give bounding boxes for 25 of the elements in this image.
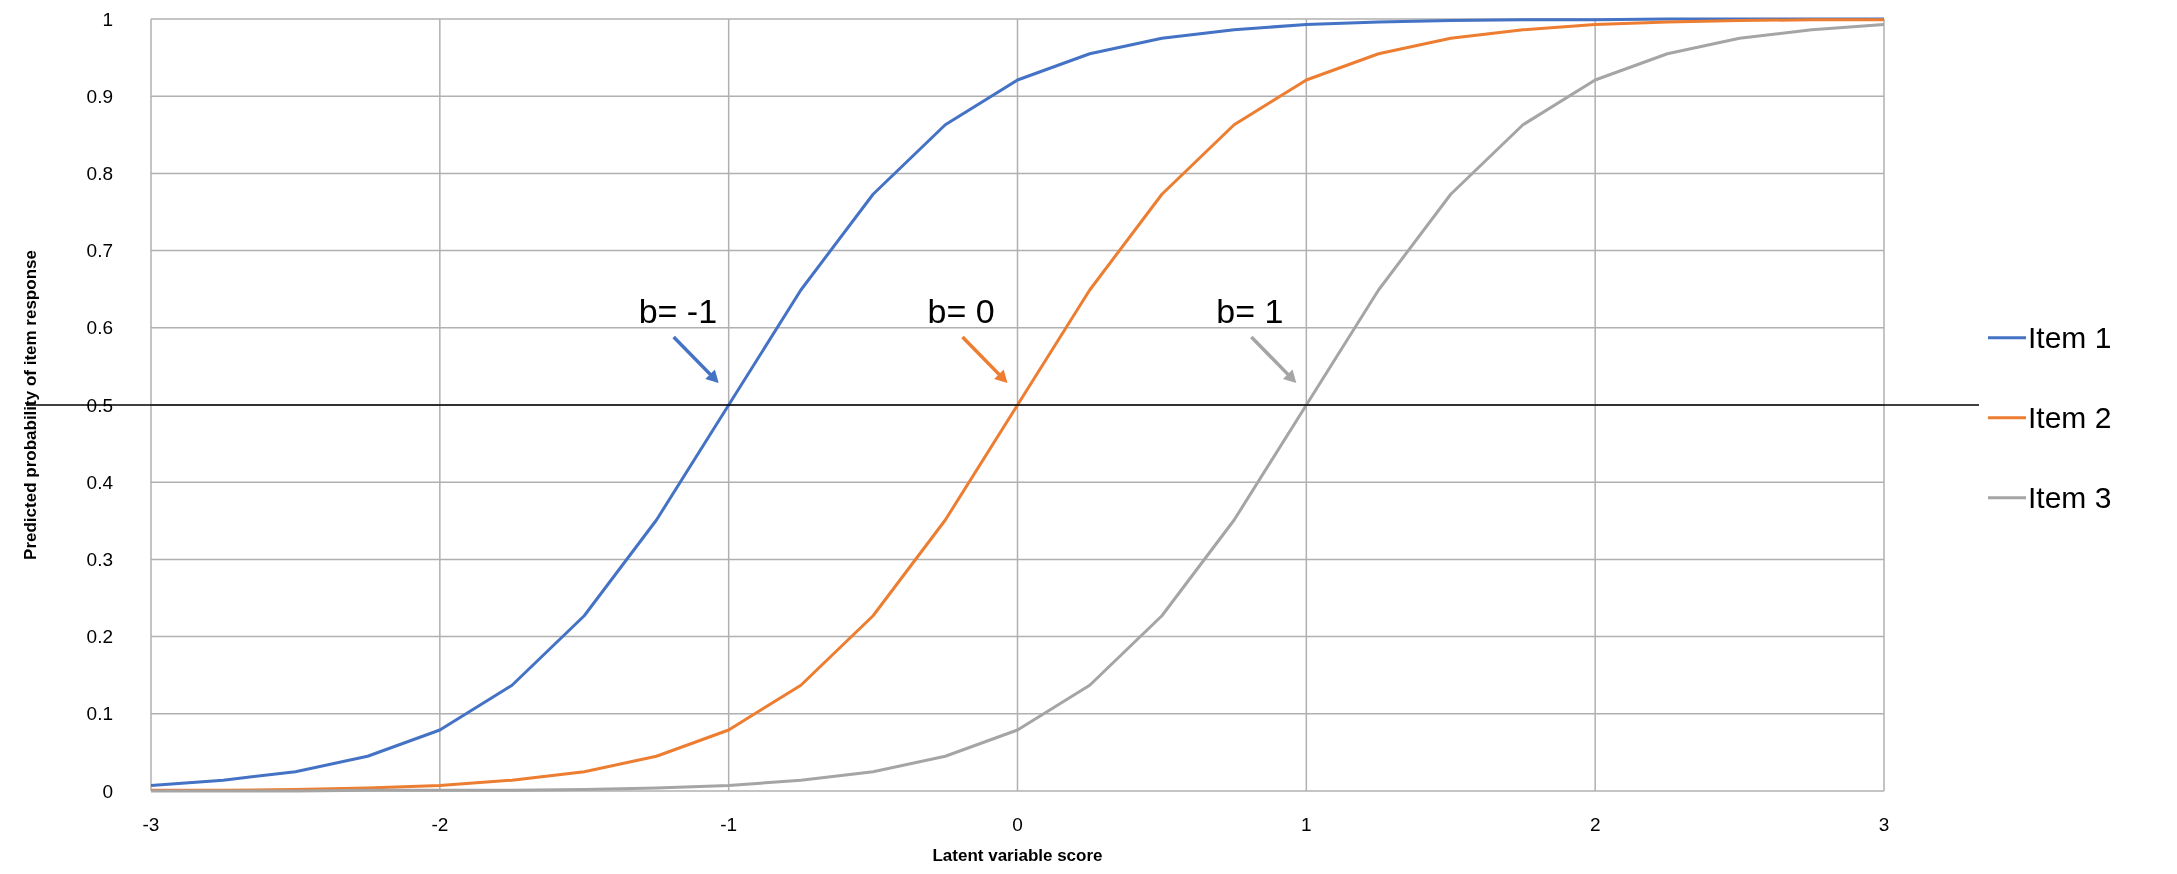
y-tick-label: 0.2 xyxy=(86,626,113,648)
x-tick-label: -2 xyxy=(431,814,449,835)
y-tick-label: 0.4 xyxy=(86,471,114,493)
x-tick-label: 2 xyxy=(1589,814,1601,835)
y-tick-label: 0.6 xyxy=(86,317,113,339)
legend-label: Item 1 xyxy=(2028,321,2112,355)
y-tick-label: 0.9 xyxy=(86,85,113,107)
y-tick-label: 1 xyxy=(102,8,113,30)
y-tick-label: 0.8 xyxy=(86,163,113,185)
y-tick-label: 0.1 xyxy=(86,703,113,725)
legend-label: Item 3 xyxy=(2028,481,2112,515)
y-axis-title: Predicted probability of item response xyxy=(21,250,40,560)
x-tick-label: 1 xyxy=(1301,814,1312,835)
x-tick-label: -1 xyxy=(720,814,738,835)
annotation: b= 1 xyxy=(1216,292,1284,330)
y-tick-label: 0.7 xyxy=(86,240,113,262)
x-tick-label: -3 xyxy=(142,814,160,835)
annotation: b= -1 xyxy=(638,292,718,330)
x-tick-label: 0 xyxy=(1012,814,1023,835)
x-axis-title: Latent variable score xyxy=(932,846,1103,865)
y-tick-label: 0 xyxy=(102,780,113,802)
y-tick-label: 0.3 xyxy=(86,549,113,571)
legend-label: Item 2 xyxy=(2028,401,2112,435)
x-tick-label: 3 xyxy=(1878,814,1890,835)
annotation: b= 0 xyxy=(927,292,995,330)
